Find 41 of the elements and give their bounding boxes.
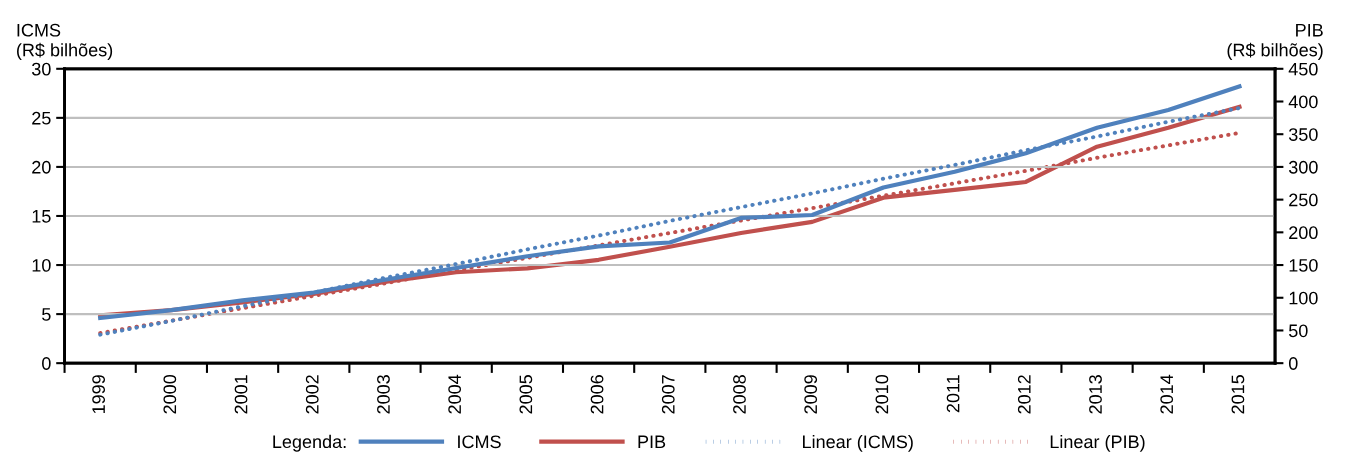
- y-axis-title: ICMS (R$ bilhões): [17, 23, 113, 60]
- legend-label: Linear (PIB): [1050, 434, 1145, 452]
- x-tick-label: 2004: [448, 374, 462, 414]
- y-tick-label: 25: [32, 111, 51, 125]
- x-tick-label: 2007: [661, 375, 675, 414]
- y2-tick-label: 250: [1289, 193, 1318, 207]
- y2-axis-title: PIB (R$ bilhões): [1227, 24, 1323, 60]
- y2-tick-label: 150: [1289, 258, 1318, 272]
- x-tick-label: 2003: [377, 375, 390, 414]
- y-tick-label: 30: [31, 62, 51, 76]
- legend-label: ICMS: [458, 435, 501, 449]
- x-tick-label: 2005: [519, 375, 533, 414]
- x-tick-label: 2013: [1089, 375, 1102, 414]
- x-tick-label: 2010: [875, 374, 889, 414]
- x-tick-label: 2000: [163, 374, 177, 414]
- x-tick-label: 2006: [590, 375, 604, 414]
- x-tick-label: 2011: [946, 375, 960, 413]
- x-tick-label: 2014: [1160, 374, 1174, 414]
- x-tick-label: 2001: [234, 375, 248, 414]
- x-tick-label: 2008: [733, 375, 746, 414]
- y-tick-label: 15: [32, 210, 51, 223]
- y2-tick-label: 350: [1288, 128, 1318, 141]
- y2-tick-label: 50: [1288, 324, 1308, 338]
- x-tick-label: 1999: [92, 375, 106, 414]
- y2-tick-label: 200: [1289, 226, 1318, 240]
- legend-label: Linear (ICMS): [803, 434, 913, 452]
- y2-tick-label: 100: [1289, 291, 1318, 305]
- y-tick-label: 10: [32, 258, 51, 272]
- x-tick-label: 2015: [1231, 375, 1245, 414]
- y-tick-label: 5: [42, 308, 51, 321]
- y-tick-label: 20: [32, 160, 51, 174]
- y-tick-label: 0: [42, 357, 51, 370]
- legend-label: PIB: [638, 435, 666, 448]
- y2-tick-label: 400: [1288, 95, 1318, 109]
- y2-tick-label: 300: [1288, 160, 1318, 174]
- x-tick-label: 2009: [804, 375, 818, 414]
- y2-tick-label: 450: [1288, 62, 1318, 76]
- legend-title: Legenda:: [273, 434, 346, 452]
- x-tick-label: 2012: [1017, 375, 1031, 414]
- x-tick-label: 2002: [305, 375, 319, 414]
- y2-tick-label: 0: [1288, 357, 1298, 370]
